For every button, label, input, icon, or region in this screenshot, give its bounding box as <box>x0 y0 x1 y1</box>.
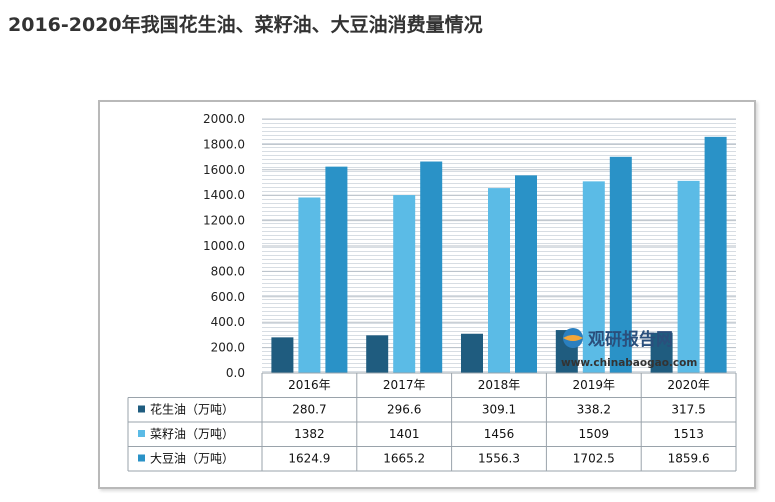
y-tick-label: 1600.0 <box>203 163 245 177</box>
data-label: 1456 <box>484 427 515 441</box>
y-tick-label: 400.0 <box>211 315 245 329</box>
legend-label: 花生油（万吨） <box>150 402 234 417</box>
y-tick-label: 200.0 <box>211 341 245 355</box>
legend-label: 菜籽油（万吨） <box>150 427 234 441</box>
y-tick-label: 1800.0 <box>203 137 245 151</box>
x-tick-label: 2019年 <box>573 378 616 392</box>
bar-1 <box>650 332 673 373</box>
legend-swatch <box>138 454 145 462</box>
data-label: 1509 <box>579 427 610 441</box>
bar-2 <box>582 181 605 373</box>
bar-1 <box>366 335 389 373</box>
data-label: 309.1 <box>482 403 516 417</box>
bar-1 <box>461 333 483 373</box>
bar-2 <box>488 188 510 373</box>
bar-2 <box>298 197 321 373</box>
data-label: 1624.9 <box>288 452 330 466</box>
data-label: 1556.3 <box>478 452 520 466</box>
bar-1 <box>271 337 294 373</box>
data-label: 1702.5 <box>573 452 615 466</box>
y-tick-label: 2000.0 <box>203 112 245 126</box>
data-label: 280.7 <box>292 403 326 417</box>
y-tick-label: 800.0 <box>211 264 245 278</box>
bar-3 <box>515 175 537 373</box>
legend-swatch <box>138 430 145 437</box>
bar-2 <box>677 180 700 373</box>
x-tick-label: 2016年 <box>288 378 331 392</box>
x-tick-label: 2018年 <box>478 378 521 392</box>
y-tick-label: 1000.0 <box>203 239 245 253</box>
data-label: 1382 <box>294 427 325 441</box>
legend-swatch <box>138 405 145 413</box>
bar-3 <box>325 166 348 373</box>
data-label: 338.2 <box>577 403 611 417</box>
bar-3 <box>420 161 443 373</box>
legend-label: 大豆油（万吨） <box>150 452 234 466</box>
data-label: 1513 <box>673 427 704 441</box>
watermark-url: www.chinabaogao.com <box>561 357 697 369</box>
y-tick-label: 0.0 <box>226 366 245 380</box>
page-title: 2016-2020年我国花生油、菜籽油、大豆油消费量情况 <box>8 14 483 36</box>
watermark-brand: 观研报告网 <box>587 329 673 350</box>
y-tick-label: 1400.0 <box>203 188 245 202</box>
x-tick-label: 2020年 <box>667 378 710 392</box>
data-label: 296.6 <box>387 403 421 417</box>
data-label: 1859.6 <box>668 452 710 466</box>
bar-2 <box>393 195 416 373</box>
data-label: 1401 <box>389 427 420 441</box>
globe-logo-swoosh <box>563 335 583 341</box>
x-tick-label: 2017年 <box>383 378 426 392</box>
y-tick-label: 1200.0 <box>203 214 245 228</box>
bar-3 <box>609 156 632 373</box>
data-label: 1665.2 <box>383 452 425 466</box>
bar-3 <box>704 136 727 373</box>
y-tick-label: 600.0 <box>211 290 245 304</box>
data-label: 317.5 <box>671 403 705 417</box>
